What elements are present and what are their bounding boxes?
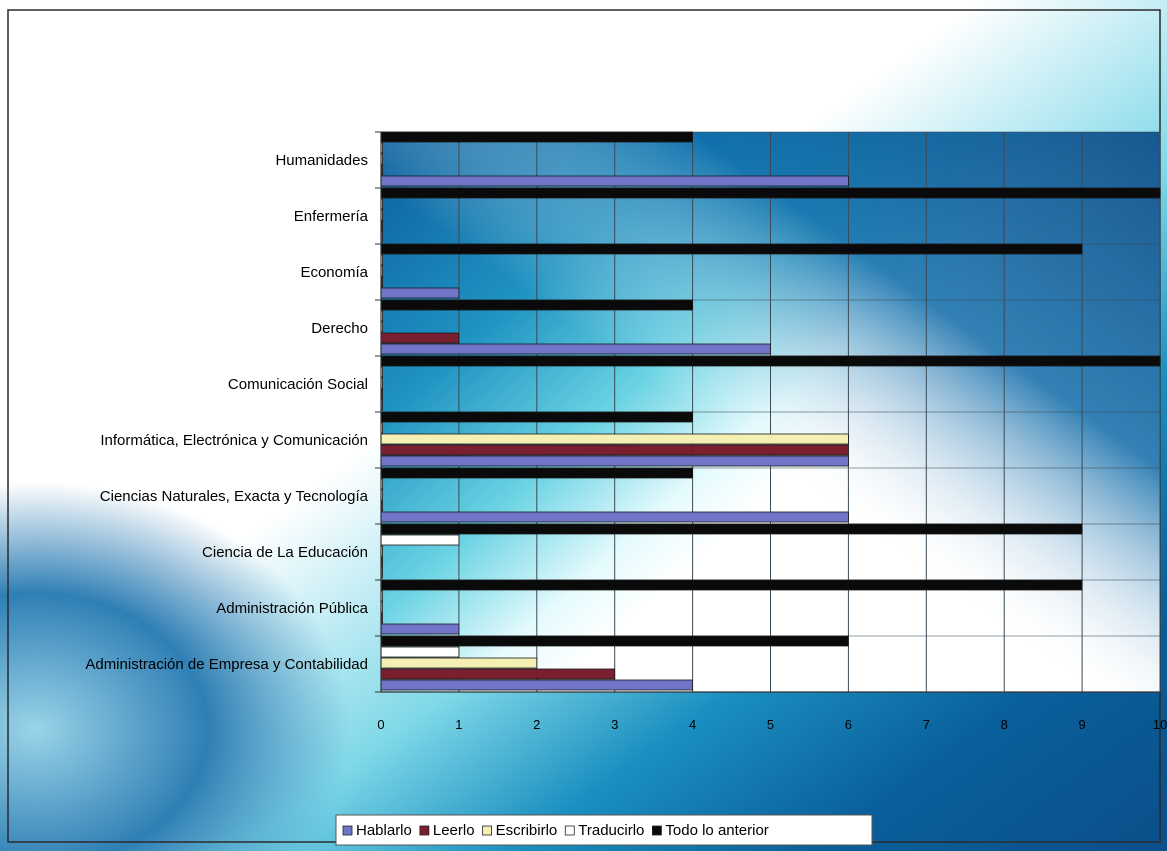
x-tick-label-10: 10	[1153, 717, 1167, 732]
x-tick-label-0: 0	[377, 717, 384, 732]
category-label-humanidades: Humanidades	[275, 152, 368, 169]
legend-label-traducirlo: Traducirlo	[578, 822, 644, 839]
category-label-ciencia-de-la-educacion: Ciencia de La Educación	[202, 544, 368, 561]
x-tick-label-3: 3	[611, 717, 618, 732]
axes	[375, 131, 1160, 693]
bar-traducirlo-ciencia-de-la-educacion	[380, 534, 460, 546]
legend-swatch-todo-lo-anterior	[652, 825, 662, 836]
legend-swatch-leerlo	[419, 825, 430, 836]
bar-todo-lo-anterior-administracion-de-empresa-y-contabilidad	[380, 635, 849, 647]
category-labels: Humanidades Enfermería Economía Derecho Comu…	[85, 152, 368, 673]
x-tick-label-4: 4	[689, 717, 696, 732]
category-label-derecho: Derecho	[311, 320, 368, 337]
bar-hablarlo-economia	[380, 287, 460, 299]
bar-todo-lo-anterior-administracion-publica	[380, 579, 1083, 591]
bar-todo-lo-anterior-ciencia-de-la-educacion	[380, 523, 1083, 535]
bar-hablarlo-humanidades	[380, 175, 849, 187]
bar-hablarlo-administracion-de-empresa-y-contabilidad	[380, 679, 694, 691]
x-tick-label-6: 6	[845, 717, 852, 732]
bar-hablarlo-informatica-electronica-y-comunicacion	[380, 455, 849, 467]
bar-leerlo-administracion-de-empresa-y-contabilidad	[380, 668, 616, 680]
bar-escribirlo-informatica-electronica-y-comunicacion	[380, 433, 849, 445]
bar-todo-lo-anterior-enfermeria	[380, 187, 1161, 199]
bar-hablarlo-derecho	[380, 343, 771, 355]
category-label-administracion-de-empresa-y-contabilidad: Administración de Empresa y Contabilidad	[85, 656, 368, 673]
bar-hablarlo-administracion-publica	[380, 623, 460, 635]
legend-label-todo-lo-anterior: Todo lo anterior	[665, 822, 768, 839]
legend-swatch-hablarlo	[342, 825, 353, 836]
bar-todo-lo-anterior-informatica-electronica-y-comunicacion	[380, 411, 694, 423]
x-tick-label-1: 1	[455, 717, 462, 732]
category-label-enfermeria: Enfermería	[294, 208, 369, 225]
category-label-administracion-publica: Administración Pública	[216, 600, 368, 617]
legend-swatch-traducirlo	[564, 825, 575, 836]
bars	[380, 131, 1161, 691]
x-tick-label-9: 9	[1078, 717, 1085, 732]
x-tick-labels: 0 1 2 3 4 5 6 7 8 9 10	[377, 717, 1167, 732]
category-label-economia: Economía	[300, 264, 368, 281]
bar-todo-lo-anterior-economia	[380, 243, 1083, 255]
bar-todo-lo-anterior-comunicacion-social	[380, 355, 1161, 367]
legend-swatch-escribirlo	[482, 825, 492, 836]
category-label-comunicacion-social: Comunicación Social	[228, 376, 368, 393]
legend-label-hablarlo: Hablarlo	[356, 822, 412, 839]
bar-todo-lo-anterior-ciencias-naturales-exacta-y-tecnologia	[380, 467, 694, 479]
bar-leerlo-informatica-electronica-y-comunicacion	[380, 444, 849, 456]
legend-label-escribirlo: Escribirlo	[496, 822, 558, 839]
x-tick-label-7: 7	[923, 717, 930, 732]
bar-escribirlo-administracion-de-empresa-y-contabilidad	[380, 657, 538, 669]
legend: Hablarlo Leerlo Escribirlo Traducirlo Todo l…	[335, 814, 873, 846]
bar-traducirlo-administracion-de-empresa-y-contabilidad	[380, 646, 460, 658]
x-tick-label-2: 2	[533, 717, 540, 732]
legend-label-leerlo: Leerlo	[433, 822, 475, 839]
x-tick-label-5: 5	[767, 717, 774, 732]
bar-todo-lo-anterior-derecho	[380, 299, 694, 311]
x-tick-label-8: 8	[1001, 717, 1008, 732]
category-label-informatica-electronica-y-comunicacion: Informática, Electrónica y Comunicación	[100, 432, 368, 449]
bar-hablarlo-ciencias-naturales-exacta-y-tecnologia	[380, 511, 849, 523]
bar-leerlo-derecho	[380, 332, 460, 344]
bar-todo-lo-anterior-humanidades	[380, 131, 694, 143]
category-label-ciencias-naturales-exacta-y-tecnologia: Ciencias Naturales, Exacta y Tecnología	[100, 488, 369, 505]
